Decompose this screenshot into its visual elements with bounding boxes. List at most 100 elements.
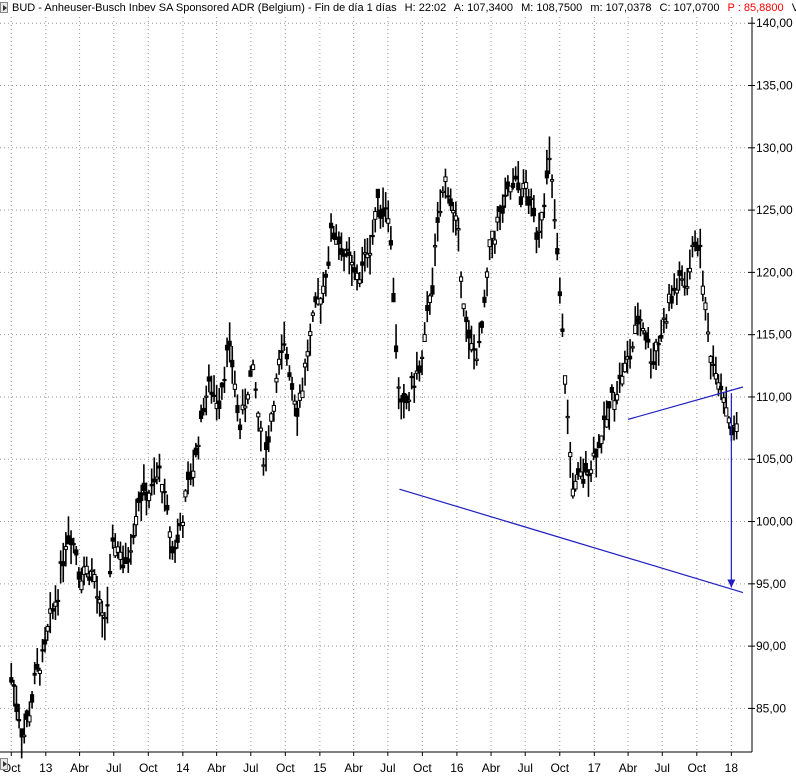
price-candle (555, 248, 560, 255)
price-candle (227, 340, 232, 347)
price-candle (196, 444, 201, 448)
price-candle (326, 261, 331, 266)
price-candle (341, 253, 347, 257)
price-candle (146, 492, 152, 502)
price-candle (464, 316, 469, 323)
price-candle (157, 465, 162, 469)
price-candle (162, 491, 167, 494)
price-candle (63, 546, 68, 550)
price-candle (9, 677, 14, 683)
x-axis: Oct 13 Abr Jul Oct 14 Abr Jul Oct 15 Abr Jul Oct 16 Ab… (0, 751, 752, 775)
header-p-value: P : 85,8800 (727, 2, 784, 14)
price-candle (391, 292, 396, 303)
y-tick-label: 95,00 (756, 577, 786, 591)
price-candle (42, 639, 48, 645)
price-candle (453, 215, 458, 221)
price-candle (700, 285, 705, 295)
price-candle (531, 207, 536, 217)
price-candle (718, 385, 724, 391)
y-tick-label: 105,00 (756, 452, 793, 466)
x-tick-label: 14 (176, 761, 190, 774)
price-candle (373, 211, 378, 220)
y-axis: 85,00 90,00 95,00 100,00 105,00 110,00 115,00 1… (748, 16, 793, 752)
price-candle (22, 734, 27, 738)
price-candle (596, 441, 601, 449)
price-candle (425, 305, 430, 312)
x-tick-label: Jul (243, 761, 258, 774)
price-candle (643, 332, 648, 341)
price-candle (131, 534, 136, 538)
x-tick-label: 18 (725, 761, 739, 774)
price-candle (482, 296, 487, 303)
price-candle (679, 278, 685, 281)
price-candle (672, 287, 677, 291)
price-candle (620, 375, 625, 385)
price-candle (705, 331, 711, 335)
price-candle (526, 196, 531, 206)
price-candle (560, 328, 565, 332)
price-candle (170, 546, 175, 554)
header-open: A: 107,3400 (453, 2, 514, 14)
price-candle (708, 355, 713, 363)
price-candle (435, 217, 440, 223)
price-candle (495, 216, 500, 223)
price-candle (669, 296, 674, 304)
price-candle (183, 490, 188, 498)
price-candle (484, 271, 490, 278)
price-candle (318, 298, 323, 305)
price-candle (674, 289, 679, 294)
y-tick-label: 100,00 (756, 515, 793, 529)
price-candle (61, 561, 66, 567)
price-candle (100, 612, 105, 616)
price-candle (724, 407, 729, 417)
price-candle (180, 522, 185, 526)
price-candle (586, 473, 591, 477)
price-candle (224, 344, 230, 351)
price-candle (516, 182, 521, 191)
x-tick-label: 15 (313, 761, 327, 774)
price-candle (349, 261, 354, 266)
price-candle (612, 400, 617, 410)
price-candle (404, 395, 409, 404)
price-candle (713, 373, 718, 380)
price-candle (68, 538, 74, 546)
price-candle (289, 383, 295, 390)
price-candle (79, 580, 84, 591)
price-candle (547, 157, 552, 161)
price-candle (120, 564, 126, 569)
price-candle (375, 188, 380, 199)
price-candle (107, 570, 113, 575)
price-candle (357, 279, 362, 284)
price-candle (440, 190, 445, 194)
price-candle (248, 370, 253, 377)
price-candle (14, 703, 19, 712)
price-candle (287, 372, 292, 378)
price-candle (599, 435, 604, 445)
arrow-head (727, 579, 736, 588)
header-nav-arrow-icon[interactable] (0, 2, 8, 13)
price-candle (505, 181, 510, 190)
price-candle (339, 248, 344, 255)
price-candle (253, 388, 258, 391)
scroll-left-icon[interactable] (0, 758, 8, 770)
price-candle (271, 405, 276, 412)
price-candle (703, 302, 708, 311)
price-candle (92, 574, 97, 582)
price-candle (191, 470, 196, 478)
x-tick-label: Jul (106, 761, 121, 774)
price-candle (237, 424, 243, 431)
price-candle (677, 270, 682, 276)
price-candle (466, 329, 471, 339)
price-candle (370, 234, 375, 238)
price-candle (430, 285, 435, 295)
price-candle (651, 361, 656, 365)
price-candle (656, 342, 661, 346)
price-candle (581, 478, 586, 484)
price-candle (557, 291, 562, 297)
grid-layer (0, 17, 752, 752)
price-candle (388, 240, 393, 246)
x-tick-label: Oct (550, 761, 569, 774)
price-candle (50, 608, 55, 612)
price-candle (198, 410, 204, 419)
price-candle (29, 694, 35, 703)
